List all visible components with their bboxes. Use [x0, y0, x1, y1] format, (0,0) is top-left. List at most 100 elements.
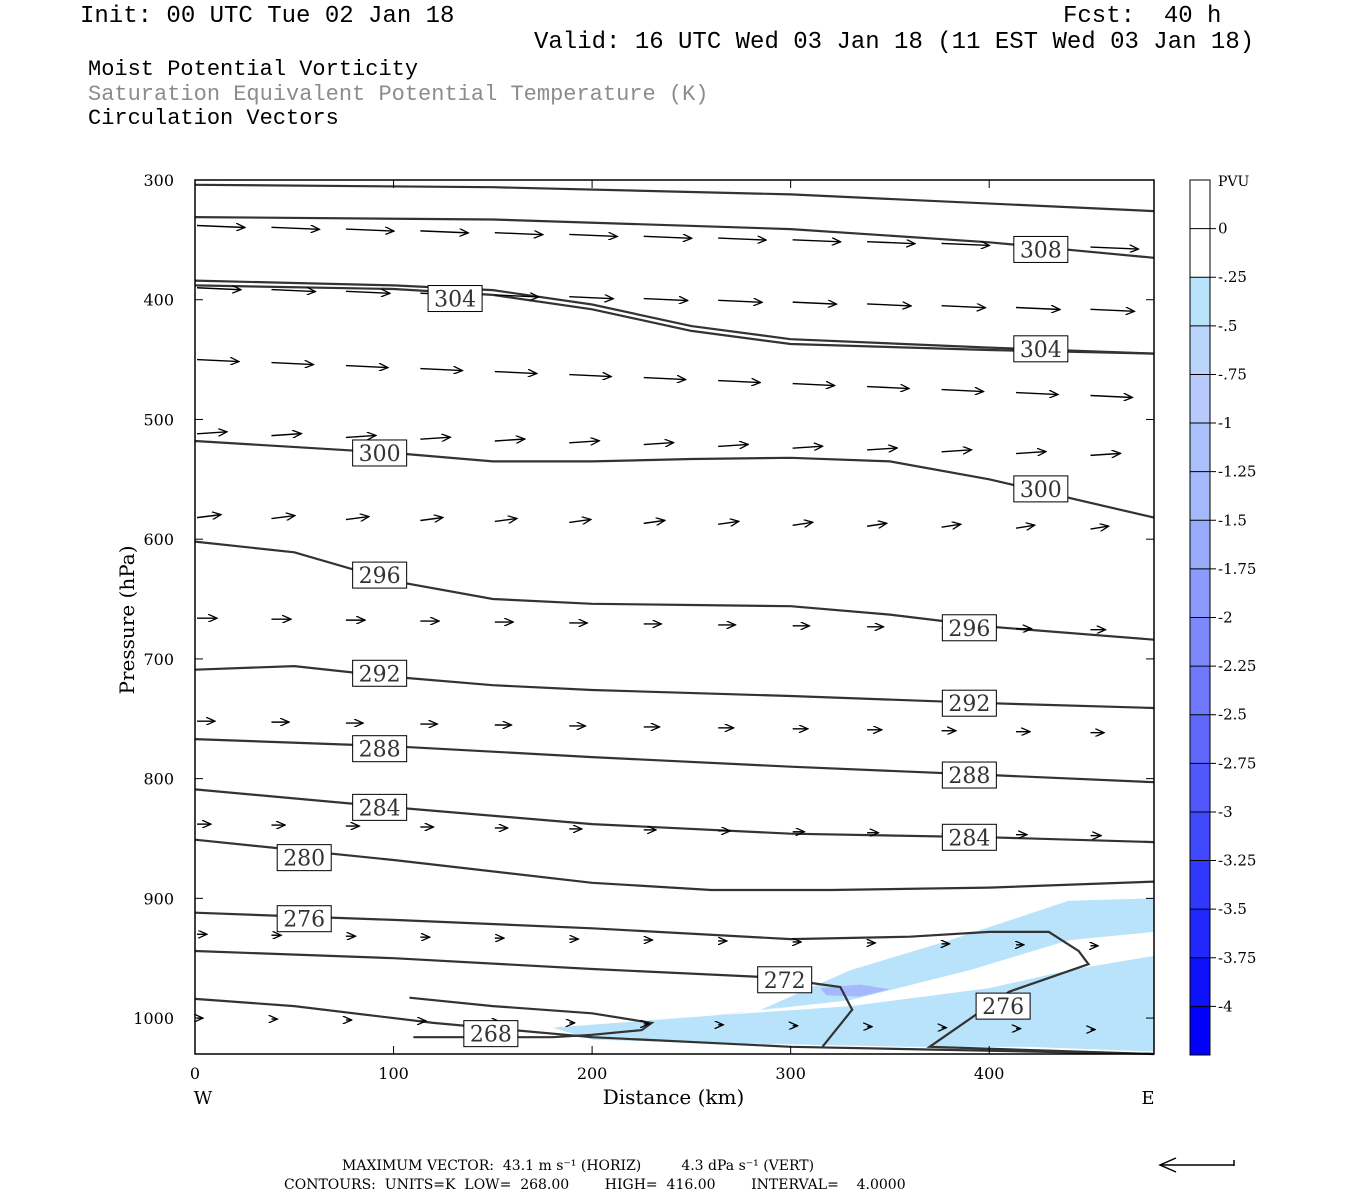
- init-time: Init: 00 UTC Tue 02 Jan 18: [80, 3, 455, 30]
- colorbar-swatch: [1190, 666, 1210, 716]
- y-tick-label: 300: [143, 171, 174, 190]
- colorbar-level-label: -2.5: [1218, 706, 1247, 724]
- colorbar-level-label: -1.5: [1218, 511, 1247, 529]
- theta-contour: [194, 279, 1155, 355]
- circulation-vector: [792, 302, 837, 304]
- circulation-vector: [1015, 452, 1046, 454]
- field-pv-label: Moist Potential Vorticity: [88, 57, 419, 82]
- colorbar-level-label: 0: [1218, 220, 1228, 238]
- pv-shade-region: [681, 898, 1154, 1021]
- circulation-vector: [867, 242, 915, 244]
- contour-label: 292: [948, 692, 990, 717]
- circulation-vector: [718, 521, 739, 524]
- circulation-vector: [345, 366, 388, 368]
- contour-label: 296: [359, 564, 401, 589]
- contour-label-box: [463, 1020, 519, 1048]
- circulation-vector: [1090, 309, 1134, 311]
- colorbar-swatch: [1190, 909, 1210, 959]
- colorbar-level-label: -3.5: [1218, 900, 1247, 918]
- y-tick-label: 700: [143, 650, 174, 669]
- circulation-vector: [643, 299, 688, 301]
- circulation-vector: [792, 522, 813, 525]
- colorbar-level-label: -.5: [1218, 317, 1237, 335]
- circulation-vector: [718, 238, 766, 240]
- colorbar-swatch: [1190, 423, 1210, 473]
- circulation-vector: [345, 291, 390, 293]
- circulation-vector: [420, 518, 443, 521]
- x-axis-label: Distance (km): [603, 1085, 745, 1109]
- colorbar-swatch: [1190, 860, 1210, 910]
- circulation-vector: [643, 236, 692, 238]
- circulation-vector: [792, 240, 841, 242]
- colorbar-swatch: [1190, 763, 1210, 813]
- circulation-vector: [569, 519, 591, 522]
- valid-time: Valid: 16 UTC Wed 03 Jan 18 (11 EST Wed …: [534, 29, 1255, 56]
- contour-label: 288: [948, 764, 990, 789]
- contour-label-box: [352, 659, 408, 687]
- colorbar-level-label: -2.25: [1218, 657, 1256, 675]
- axes: 300 400 500 600 700 800 900 1000 0 100 200 300 400 W E…: [115, 171, 1155, 1109]
- x-end-label-west: W: [194, 1088, 213, 1109]
- contour-label: 272: [764, 969, 806, 994]
- circulation-vector: [867, 448, 897, 450]
- colorbar-level-label: -2.75: [1218, 754, 1256, 772]
- contour-label-box: [941, 823, 997, 851]
- field-theta-label: Saturation Equivalent Potential Temperat…: [88, 82, 709, 107]
- circulation-vector: [569, 234, 617, 236]
- plot-frame: [194, 179, 1155, 1055]
- theta-contour: [194, 788, 1155, 844]
- contour-label-box: [352, 439, 408, 467]
- max-vector-info: MAXIMUM VECTOR: 43.1 m s⁻¹ (HORIZ) 4.3 d…: [342, 1158, 815, 1174]
- theta-contour: [194, 284, 1155, 355]
- circulation-vector: [196, 360, 239, 362]
- circulation-vector: [271, 363, 313, 365]
- colorbar-swatch: [1190, 714, 1210, 764]
- circulation-vector: [792, 446, 823, 448]
- circulation-vector: [494, 233, 543, 235]
- contour-label-box: [941, 689, 997, 717]
- circulation-vector: [271, 290, 315, 292]
- theta-contour: [194, 183, 1155, 213]
- contour-label: 280: [283, 847, 325, 872]
- contour-label-box: [427, 285, 483, 313]
- circulation-vector: [867, 304, 911, 306]
- circulation-vectors: [197, 225, 1138, 1029]
- circulation-vector: [941, 243, 990, 245]
- contour-label-box: [941, 614, 997, 642]
- circulation-vector: [196, 225, 245, 227]
- circulation-vector: [1015, 393, 1058, 395]
- contour-info: CONTOURS: UNITS=K LOW= 268.00 HIGH= 416.…: [284, 1177, 906, 1193]
- circulation-vector: [643, 520, 665, 523]
- circulation-vector: [1015, 525, 1035, 528]
- circulation-vector: [1015, 308, 1060, 310]
- circulation-vector: [1090, 526, 1108, 529]
- contour-label-box: [1013, 235, 1069, 263]
- forecast-hour: Fcst: 40 h: [1063, 3, 1222, 30]
- circulation-vector: [271, 434, 301, 436]
- circulation-vector: [271, 516, 295, 519]
- contour-label-box: [1013, 475, 1069, 503]
- contour-label-box: [757, 966, 813, 994]
- colorbar-title: PVU: [1218, 174, 1250, 190]
- contour-label-box: [352, 735, 408, 763]
- contour-label: 308: [1020, 238, 1062, 263]
- theta-contour: [194, 439, 1155, 519]
- contour-label: 284: [359, 796, 401, 821]
- circulation-vector: [718, 300, 762, 302]
- circulation-vector: [196, 515, 221, 518]
- contour-label: 304: [1020, 338, 1062, 363]
- circulation-vector: [271, 227, 319, 229]
- y-tick-label: 400: [143, 291, 174, 310]
- theta-contour: [194, 738, 1155, 784]
- x-end-label-east: E: [1141, 1088, 1154, 1109]
- x-tick-label: 0: [190, 1064, 200, 1083]
- y-axis-label: Pressure (hPa): [115, 546, 139, 695]
- contour-label: 296: [948, 617, 990, 642]
- circulation-vector: [196, 432, 227, 434]
- colorbar-swatch: [1190, 471, 1210, 521]
- colorbar-level-label: -.75: [1218, 365, 1247, 383]
- circulation-vector: [345, 229, 394, 231]
- circulation-vector: [569, 297, 613, 299]
- circulation-vector: [867, 523, 887, 526]
